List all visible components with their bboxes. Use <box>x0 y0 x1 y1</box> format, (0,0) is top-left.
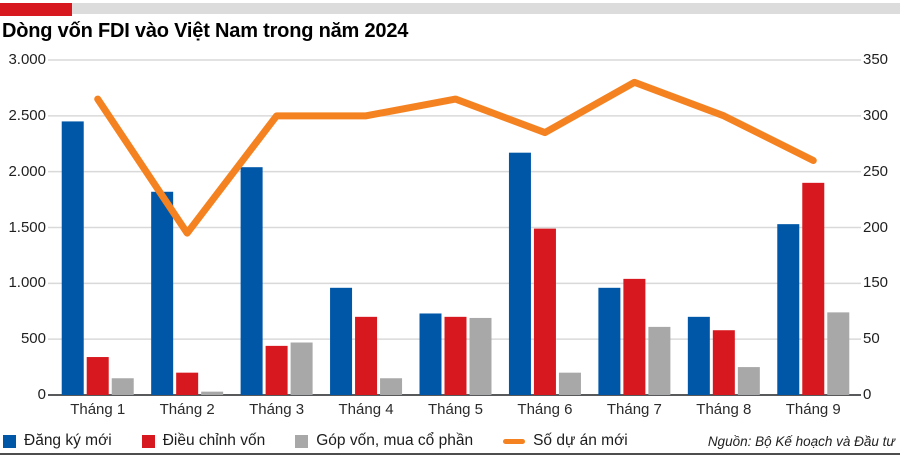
line-s-d-n-m-i <box>94 78 817 237</box>
x-axis-label-month-5: Tháng 5 <box>427 401 484 418</box>
bar--i-u-ch-nh-v-n-month-4 <box>355 316 378 395</box>
left-axis-tick: 2.500 <box>8 106 46 124</box>
bar--i-u-ch-nh-v-n-month-5 <box>444 316 467 395</box>
legend-square-swatch-icon <box>141 434 155 448</box>
bar--i-u-ch-nh-v-n-month-8 <box>712 330 735 395</box>
source-credit: Nguồn: Bộ Kế hoạch và Đầu tư <box>707 433 895 449</box>
left-axis-tick: 1.500 <box>8 218 46 236</box>
bar-g-p-v-n-mua-c-ph-n-month-1 <box>111 378 134 395</box>
gray-accent-strip <box>72 3 900 14</box>
bar--i-u-ch-nh-v-n-month-7 <box>623 278 646 395</box>
bar-g-p-v-n-mua-c-ph-n-month-3 <box>290 342 313 395</box>
bar--i-u-ch-nh-v-n-month-1 <box>86 357 109 395</box>
legend-label: Điều chỉnh vốn <box>162 432 266 449</box>
legend-item-s-d-n-m-i: Số dự án mới <box>503 432 628 450</box>
chart-legend: Đăng ký mới Điều chỉnh vốn Góp vốn, mua cổ… <box>3 432 658 450</box>
x-axis-label-month-9: Tháng 9 <box>785 401 841 418</box>
left-axis-tick: 0 <box>37 386 46 403</box>
legend-label: Số dự án mới <box>533 432 628 449</box>
x-axis-label-month-6: Tháng 6 <box>517 401 573 418</box>
bar--ng-k-m-i-month-6 <box>508 152 531 395</box>
bar--ng-k-m-i-month-1 <box>61 121 84 396</box>
x-axis-label-month-8: Tháng 8 <box>696 401 752 418</box>
red-accent-block <box>0 3 72 16</box>
bar-g-p-v-n-mua-c-ph-n-month-6 <box>558 372 581 395</box>
legend-label: Đăng ký mới <box>24 432 112 449</box>
legend-line-swatch-icon <box>503 438 526 444</box>
chart-legend-row: Đăng ký mới Điều chỉnh vốn Góp vốn, mua cổ… <box>3 432 895 450</box>
bar-g-p-v-n-mua-c-ph-n-month-9 <box>827 312 850 395</box>
chart-title: Dòng vốn FDI vào Việt Nam trong năm 2024 <box>2 20 409 42</box>
bar-g-p-v-n-mua-c-ph-n-month-4 <box>380 378 403 395</box>
bar--ng-k-m-i-month-7 <box>598 287 621 395</box>
right-axis-tick: 200 <box>863 218 889 236</box>
left-axis-tick: 1.000 <box>8 274 46 292</box>
bar--ng-k-m-i-month-5 <box>419 313 442 395</box>
left-axis-tick: 2.000 <box>8 162 46 180</box>
bar--ng-k-m-i-month-4 <box>330 287 353 395</box>
right-axis-tick: 350 <box>863 51 889 68</box>
right-axis-tick: 250 <box>863 162 889 180</box>
left-axis-tick: 3.000 <box>8 51 46 68</box>
x-axis-label-month-3: Tháng 3 <box>249 401 305 418</box>
legend-item--ng-k-m-i: Đăng ký mới <box>3 432 112 450</box>
bar-g-p-v-n-mua-c-ph-n-month-7 <box>648 326 671 395</box>
legend-item-g-p-v-n-mua-c-ph-n: Góp vốn, mua cổ phần <box>295 432 473 450</box>
right-axis-tick: 0 <box>863 386 872 403</box>
right-axis-tick: 150 <box>863 274 889 292</box>
legend-item--i-u-ch-nh-v-n: Điều chỉnh vốn <box>141 432 266 450</box>
x-axis-label-month-4: Tháng 4 <box>338 401 394 418</box>
bar--ng-k-m-i-month-8 <box>687 316 710 395</box>
legend-square-swatch-icon <box>3 434 16 448</box>
top-accent-bar <box>0 3 900 16</box>
bar--i-u-ch-nh-v-n-month-9 <box>802 182 825 395</box>
bar--ng-k-m-i-month-9 <box>777 224 800 395</box>
bar-g-p-v-n-mua-c-ph-n-month-8 <box>737 367 760 395</box>
legend-label: Góp vốn, mua cổ phần <box>316 432 474 449</box>
bar-g-p-v-n-mua-c-ph-n-month-5 <box>469 317 492 395</box>
bar--ng-k-m-i-month-2 <box>151 191 174 395</box>
left-axis-tick: 500 <box>20 330 46 348</box>
legend-square-swatch-icon <box>295 434 309 448</box>
right-axis-tick: 300 <box>863 106 889 124</box>
x-axis-label-month-1: Tháng 1 <box>70 401 126 418</box>
x-axis-label-month-2: Tháng 2 <box>159 401 215 418</box>
bar--i-u-ch-nh-v-n-month-3 <box>265 345 288 395</box>
bar--i-u-ch-nh-v-n-month-6 <box>533 228 556 395</box>
bottom-divider <box>0 453 900 455</box>
bar--i-u-ch-nh-v-n-month-2 <box>176 372 199 395</box>
x-axis-label-month-7: Tháng 7 <box>606 401 662 418</box>
bar-g-p-v-n-mua-c-ph-n-month-2 <box>201 391 224 395</box>
bar--ng-k-m-i-month-3 <box>240 167 263 395</box>
right-axis-tick: 50 <box>863 330 880 348</box>
